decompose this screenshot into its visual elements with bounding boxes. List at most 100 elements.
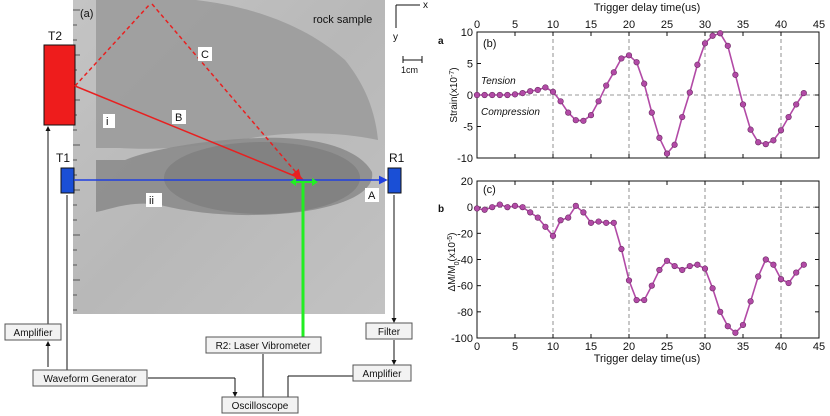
chart-b-xtick-label: 35 — [737, 19, 749, 31]
chart-c-xtick-label: 10 — [547, 341, 559, 353]
chart-c-data-point — [610, 219, 617, 226]
chart-c-data-point — [724, 323, 731, 330]
chart-c-ytick-label: 20 — [461, 176, 473, 188]
chart-c-ytick-label: -60 — [457, 281, 473, 293]
chart-b-data-point — [709, 32, 716, 39]
path-a-label: A — [368, 190, 376, 202]
chart-c-data-point — [595, 218, 602, 225]
laser-vibrometer-label: R2: Laser Vibrometer — [216, 341, 312, 352]
laser-vibrometer-box — [205, 336, 322, 354]
chart-c-data-point — [800, 261, 807, 268]
panel-a-label: (a) — [80, 8, 93, 20]
chart-b-data-point — [549, 88, 557, 95]
chart-b-data-point — [572, 117, 579, 124]
chart-b-data-point — [481, 91, 488, 99]
chart-b-ylabel: Strain(x10-7) — [449, 67, 461, 122]
chart-b-data-point — [625, 52, 633, 59]
chart-b-ytick-label: -5 — [463, 122, 473, 134]
chart-c-figure-tag: b — [438, 204, 444, 215]
t1-label: T1 — [56, 151, 70, 165]
chart-b-data-point — [565, 109, 572, 116]
chart-b-data-point — [800, 90, 807, 97]
amplifier-right-label: Amplifier — [363, 369, 403, 380]
chart-b-data-point — [679, 113, 686, 121]
r1-label: R1 — [389, 151, 405, 165]
chart-b-data-point — [595, 98, 602, 105]
region-i-label-bg — [103, 114, 115, 128]
wiring — [45, 126, 397, 397]
chart-b-xtick-label: 45 — [813, 19, 825, 31]
chart-c-data-point — [701, 265, 709, 272]
chart-b-ytick-label: 10 — [461, 27, 473, 39]
chart-b-data-point — [633, 59, 640, 66]
transducer-t1 — [60, 167, 75, 194]
chart-c-series-line — [476, 203, 805, 334]
chart-b-xtick-label: 30 — [699, 19, 711, 31]
chart-b-data-point — [724, 42, 731, 49]
chart-b-data-point — [770, 137, 777, 144]
amplifier-left-box — [4, 323, 62, 341]
chart-c-xtick-label: 5 — [512, 341, 518, 353]
chart-c-ytick-label: -80 — [457, 307, 473, 319]
chart-c-xtick-label: 35 — [737, 341, 749, 353]
chart-b-data-point — [777, 127, 785, 134]
chart-c-data-point — [762, 256, 769, 263]
amplifier-right-box — [352, 364, 412, 382]
chart-c-data-point — [565, 214, 572, 221]
chart-c-data-point — [549, 232, 557, 240]
chart-b-ytick-label: -10 — [457, 153, 473, 165]
path-b-label-bg — [172, 110, 186, 124]
chart-c-xtick-label: 40 — [775, 341, 787, 353]
chart-c-data-point — [633, 296, 640, 304]
chart-c-xtick-label: 30 — [699, 341, 711, 353]
chart-c-data-point — [732, 329, 739, 336]
transducer-t2 — [43, 44, 76, 126]
region-core-shape — [164, 142, 360, 214]
chart-c-xtick-label: 25 — [661, 341, 673, 353]
chart-c-data-point — [663, 257, 671, 264]
chart-c-xtick-label: 45 — [813, 341, 825, 353]
chart-b-data-point — [618, 55, 625, 62]
chart-c-ytick-label: -40 — [457, 255, 473, 267]
chart-b-data-point — [557, 98, 564, 105]
region-ii-label-bg — [146, 193, 162, 207]
region-ii-label: ii — [149, 195, 154, 207]
amplifier-left-label: Amplifier — [14, 328, 54, 339]
chart-c-data-point — [747, 298, 754, 305]
chart-b-data-point — [732, 71, 739, 78]
chart-c-data-point — [755, 273, 762, 280]
chart-b-xlabel: Trigger delay time(us) — [594, 2, 701, 14]
chart-c-data-point — [656, 266, 663, 274]
chart-b: a (b) Trigger delay time(us) Tension Com… — [438, 2, 825, 165]
chart-b-xtick-label: 15 — [585, 19, 597, 31]
region-i-label: i — [106, 116, 108, 128]
chart-c-data-point — [641, 296, 648, 304]
chart-b-data-point — [534, 86, 541, 94]
chart-b-data-point — [580, 117, 587, 124]
chart-c-data-point — [572, 202, 579, 209]
chart-b-data-point — [610, 69, 617, 76]
chart-b-data-point — [542, 84, 549, 91]
chart-c-data-point — [511, 202, 519, 209]
chart-c-data-point — [580, 209, 587, 216]
chart-b-data-point — [527, 88, 534, 95]
path-a-label-bg — [365, 188, 379, 202]
scale-label: 1cm — [401, 65, 418, 75]
chart-b-data-point — [511, 91, 519, 98]
chart-b-data-point — [519, 90, 526, 97]
chart-c-data-point — [793, 269, 800, 276]
chart-c-data-point — [557, 217, 564, 224]
chart-b-data-point — [504, 91, 511, 99]
chart-b-data-point — [755, 139, 762, 146]
chart-b-data-point — [694, 61, 701, 68]
chart-c-panel-label: (c) — [483, 184, 496, 196]
chart-b-data-point — [656, 134, 663, 141]
chart-b-panel-label: (b) — [483, 38, 496, 50]
chart-c-data-point — [527, 209, 534, 216]
chart-b-data-point — [785, 113, 792, 121]
chart-b-data-point — [717, 30, 724, 37]
chart-b-xtick-label: 20 — [623, 19, 635, 31]
chart-b-data-point — [603, 82, 610, 89]
chart-b-series-line — [477, 32, 805, 156]
chart-c-data-point — [504, 204, 511, 211]
